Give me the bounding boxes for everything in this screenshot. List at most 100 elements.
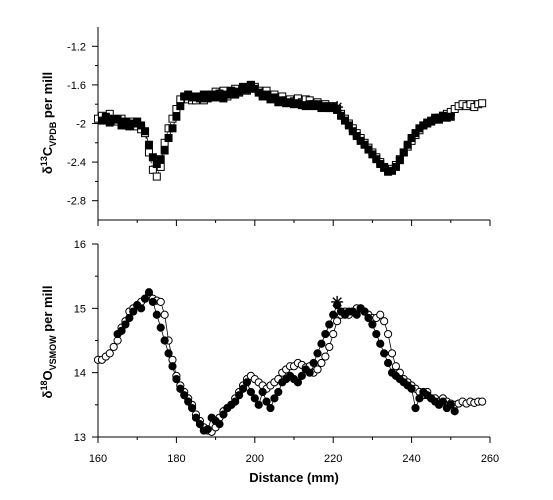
data-point xyxy=(478,397,487,406)
data-point xyxy=(168,124,177,133)
data-point xyxy=(305,368,314,377)
data-point xyxy=(242,378,252,387)
data-point xyxy=(352,310,361,319)
data-point xyxy=(215,420,224,429)
data-point xyxy=(446,112,455,121)
data-point xyxy=(109,342,118,352)
data-point xyxy=(231,397,240,406)
data-point xyxy=(380,317,389,326)
data-point xyxy=(403,140,412,149)
data-point xyxy=(317,358,326,368)
data-point xyxy=(164,349,173,358)
data-point xyxy=(219,410,228,419)
data-point xyxy=(321,352,330,361)
data-point xyxy=(156,155,165,164)
x-tick-label: 260 xyxy=(481,453,499,465)
data-point xyxy=(293,378,303,387)
top-y-ticks: -2.8 -2.4 -2 -1.6 -1.2 xyxy=(67,41,98,208)
data-point xyxy=(274,387,283,397)
data-point xyxy=(450,407,459,416)
x-tick-label: 220 xyxy=(324,453,342,465)
data-point xyxy=(152,172,161,181)
y-tick-label: 15 xyxy=(74,303,86,315)
bottom-y-axis-label: δ18OVSMOW per mill xyxy=(39,286,58,399)
data-point xyxy=(141,127,150,136)
bottom-series xyxy=(93,288,487,436)
data-point xyxy=(391,162,400,171)
bottom-x-ticks: 160 180 200 220 240 260 xyxy=(89,437,499,465)
bottom-y-ticks: 13 14 15 16 xyxy=(74,239,98,444)
top-y-axis-label: δ13CVPDB per mill xyxy=(39,72,58,174)
data-point xyxy=(258,387,267,397)
x-tick-label: 160 xyxy=(89,453,107,465)
star-stroke xyxy=(332,102,342,112)
data-point xyxy=(372,329,381,339)
data-point xyxy=(478,99,487,108)
data-point xyxy=(246,387,255,397)
data-point xyxy=(383,329,393,339)
bottom-panel: 13 14 15 16 160 180 200 220 240 260 δ18OVSMOW pe… xyxy=(39,239,499,485)
data-point xyxy=(176,102,185,111)
data-point xyxy=(399,148,408,157)
data-point xyxy=(254,400,263,409)
data-point xyxy=(160,146,169,155)
data-point xyxy=(156,323,165,332)
data-point xyxy=(121,320,130,329)
data-point xyxy=(129,307,138,316)
data-point xyxy=(235,391,244,400)
data-point xyxy=(117,326,126,335)
data-point xyxy=(203,425,212,434)
data-point xyxy=(380,349,389,358)
x-tick-label: 240 xyxy=(402,453,420,465)
data-point xyxy=(144,140,153,149)
data-point xyxy=(137,304,146,313)
x-tick-label: 200 xyxy=(246,453,264,465)
data-point xyxy=(309,358,318,368)
data-point xyxy=(140,294,150,303)
data-point xyxy=(148,153,157,162)
data-point xyxy=(187,403,197,413)
data-point xyxy=(395,156,404,165)
data-point xyxy=(105,349,114,358)
data-point xyxy=(325,320,334,329)
y-tick-label: -2 xyxy=(76,119,86,131)
x-axis-label: Distance (mm) xyxy=(249,470,339,485)
data-point xyxy=(148,297,157,306)
y-tick-label: -1.2 xyxy=(67,41,86,53)
data-point xyxy=(172,375,181,384)
data-point xyxy=(266,403,275,413)
data-point xyxy=(250,394,259,403)
data-point xyxy=(360,307,369,316)
data-point xyxy=(152,310,161,319)
data-point xyxy=(376,339,385,348)
data-point xyxy=(160,336,169,345)
data-point xyxy=(387,349,397,358)
star-marker xyxy=(331,295,344,308)
data-point xyxy=(168,362,177,371)
y-tick-label: 13 xyxy=(74,432,86,444)
data-point xyxy=(407,384,416,393)
data-point xyxy=(184,397,193,406)
data-point xyxy=(160,310,169,319)
data-point xyxy=(415,394,424,403)
data-point xyxy=(368,320,377,329)
y-tick-label: -1.6 xyxy=(67,80,86,92)
data-point xyxy=(125,313,134,323)
data-point xyxy=(411,403,420,413)
data-point xyxy=(391,362,401,371)
data-point xyxy=(156,297,165,306)
top-series xyxy=(94,80,487,181)
data-point xyxy=(383,358,393,368)
top-x-ticks xyxy=(97,220,491,226)
y-tick-label: -2.4 xyxy=(67,157,86,169)
y-tick-label: 16 xyxy=(74,239,86,251)
data-point xyxy=(329,310,338,319)
data-point xyxy=(270,394,279,403)
data-point xyxy=(172,112,181,121)
data-point xyxy=(180,391,189,400)
data-point xyxy=(191,413,201,422)
data-point xyxy=(333,317,342,326)
data-point xyxy=(297,371,306,380)
